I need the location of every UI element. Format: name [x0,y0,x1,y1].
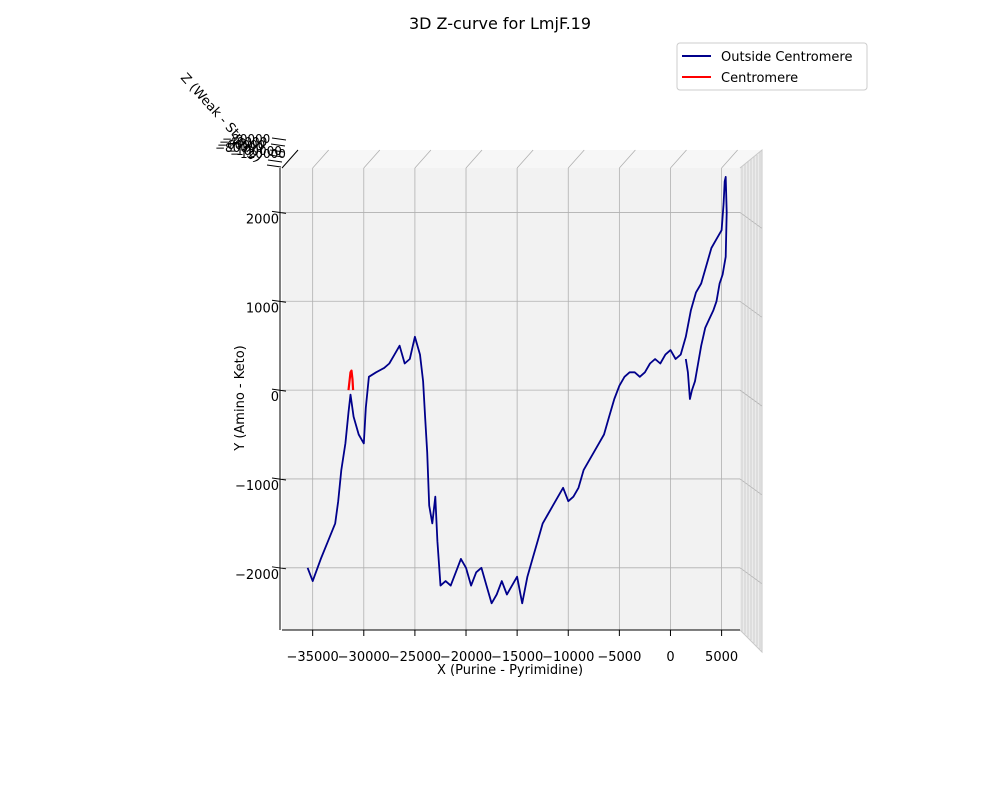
x-axis-label: X (Purine - Pyrimidine) [437,663,583,678]
z-tick-label: −60000 [217,138,265,152]
y-axis-label: Y (Amino - Keto) [233,345,248,451]
x-grid-line-top [414,149,432,169]
y-tick-mark [271,210,287,214]
z-ticks: −20000 −40000 −60000 −80000 −100000 −120… [215,132,286,161]
x-grid-line-top [721,149,738,169]
legend-label-outside: Outside Centromere [721,50,852,65]
x-tick-label: 5000 [705,650,738,665]
z-depth-lines [741,152,761,649]
z-tick-label: −40000 [219,135,267,149]
z-tick-label: −80000 [215,141,263,155]
y-tick-mark [271,299,287,303]
y-tick-mark [271,388,287,392]
x-grid-line-top [363,149,381,169]
y-tick-mark [271,566,287,570]
y-tick-label: 1000 [246,301,279,316]
x-grid-line-top [670,149,687,169]
x-grid-line-top [465,149,483,169]
x-grid-line-top [312,149,329,169]
x-grid-line-top [516,149,534,169]
x-tick-label: −25000 [389,650,441,665]
legend: Outside Centromere Centromere [676,42,868,91]
x-tick-label: −10000 [542,650,594,665]
legend-label-centromere: Centromere [721,71,798,86]
z-axis-line [281,149,299,169]
x-tick-label: −20000 [440,650,492,665]
x-tick-label: −5000 [597,650,641,665]
series-line-outside-centromere [306,175,728,605]
legend-box [676,42,868,91]
y-tick-label: 2000 [246,212,279,227]
x-grid-line-top [567,149,585,169]
x-ticks: −35000−30000−25000−20000−15000−10000 −500… [287,630,738,665]
chart-title: 3D Z-curve for LmjF.19 [409,14,591,33]
y-tick-mark [271,477,287,481]
x-tick-label: −30000 [338,650,390,665]
y-tick-label: −2000 [235,568,279,583]
y-tick-label: −1000 [235,479,279,494]
x-tick-label: 0 [666,650,674,665]
x-grid-line-top [619,149,636,169]
grid [282,149,763,630]
x-tick-label: −35000 [287,650,339,665]
plot-pane [282,168,740,630]
series-line-centromere [347,369,355,391]
top-pane [282,150,762,168]
y-tick-label: 0 [271,390,279,405]
z-tick-label: −100000 [226,144,282,158]
series-layer [306,175,728,605]
z-tick-marks [266,137,287,168]
x-tick-label: −15000 [491,650,543,665]
z-tick-label: −20000 [222,132,270,146]
y-ticks: −2000 −1000 0 1000 2000 [235,210,287,583]
